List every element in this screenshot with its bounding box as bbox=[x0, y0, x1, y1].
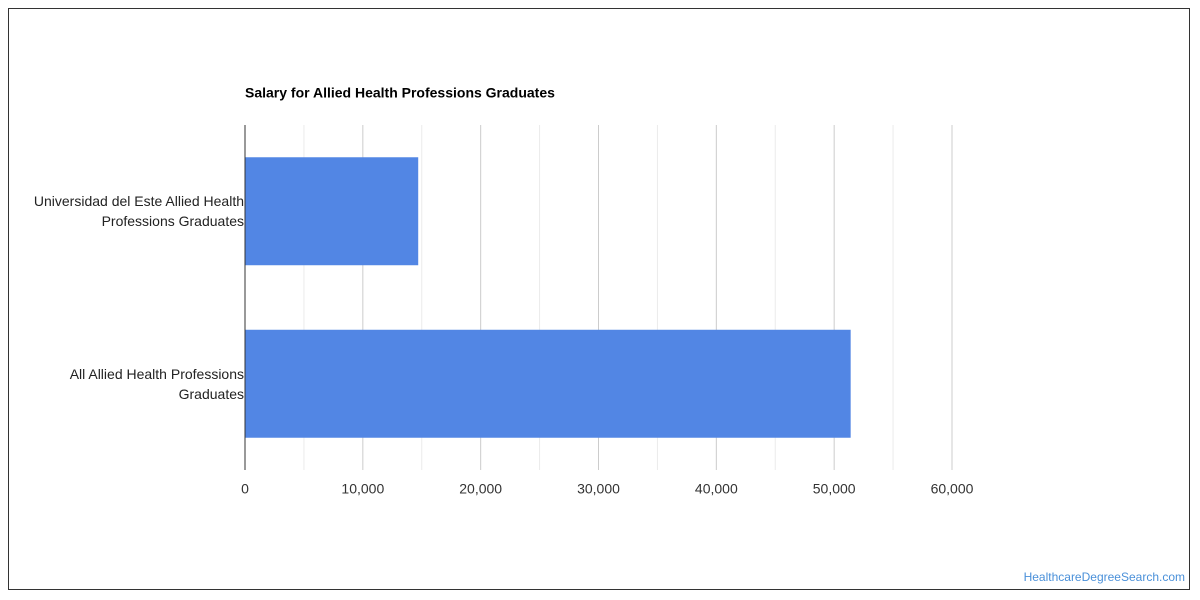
frame bbox=[8, 8, 1190, 590]
source-link[interactable]: HealthcareDegreeSearch.com bbox=[1024, 570, 1185, 584]
x-tick-label: 40,000 bbox=[695, 481, 738, 497]
chart-title: Salary for Allied Health Professions Gra… bbox=[245, 85, 555, 101]
x-tick-label: 60,000 bbox=[931, 481, 974, 497]
x-tick-label: 20,000 bbox=[459, 481, 502, 497]
bar bbox=[245, 329, 851, 438]
x-tick-label: 0 bbox=[241, 481, 249, 497]
x-tick-label: 50,000 bbox=[813, 481, 856, 497]
bar bbox=[245, 157, 419, 266]
y-tick-label: Universidad del Este Allied Health Profe… bbox=[33, 193, 244, 230]
y-tick-label: All Allied Health Professions Graduates bbox=[69, 365, 244, 402]
x-tick-label: 30,000 bbox=[577, 481, 620, 497]
x-tick-label: 10,000 bbox=[341, 481, 384, 497]
